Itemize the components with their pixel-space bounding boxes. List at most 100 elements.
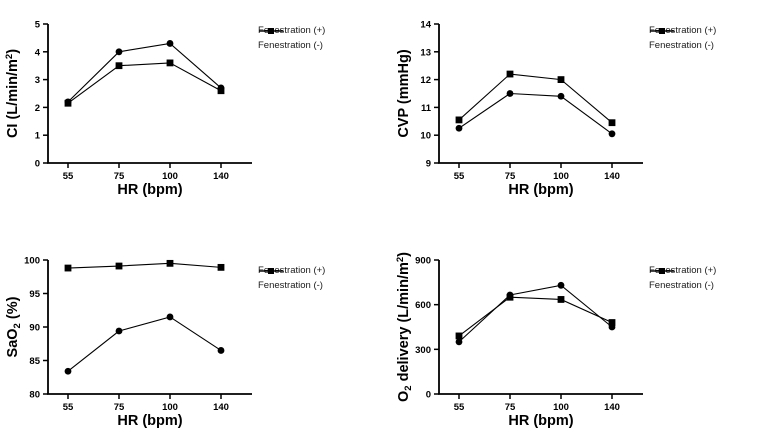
x-axis-label: HR (bpm) (508, 182, 573, 198)
x-tick-label: 100 (553, 171, 569, 182)
x-tick-label: 140 (604, 171, 620, 182)
legend-label: Fenestration (-) (649, 40, 714, 51)
data-point-square (455, 332, 463, 340)
chart-panel-cvp: 9 10 11 12 13 14 55 75 100 140 HR (bpm) CVP (mmHg) … (391, 0, 782, 221)
chart-panel-sao2: 80 85 90 95 100 55 75 100 140 HR (bpm) SaO2 (%) Fe… (0, 221, 391, 443)
square-marker-icon (650, 28, 674, 34)
ci-chart-legend: Fenestration (+) Fenestration (-) (258, 25, 325, 51)
x-tick-label: 100 (553, 402, 569, 413)
y-tick-label: 13 (420, 47, 431, 58)
x-tick-label: 75 (505, 402, 516, 413)
o2-delivery-chart: 0 300 600 900 55 75 100 140 HR (bpm) O2 delivery … (395, 252, 643, 429)
cvp-chart: 9 10 11 12 13 14 55 75 100 140 HR (bpm) CVP (mmHg) (396, 20, 643, 198)
y-tick-label: 9 (426, 159, 431, 170)
data-point-square (166, 59, 174, 67)
y-tick-label: 3 (35, 75, 40, 86)
x-tick-label: 140 (604, 402, 620, 413)
legend-item: Fenestration (-) (258, 268, 325, 291)
tick-marks (434, 23, 613, 168)
tick-marks (434, 259, 613, 399)
data-point-circle (506, 90, 514, 97)
cvp-chart-legend: Fenestration (+) Fenestration (-) (649, 25, 716, 51)
x-tick-label: 100 (162, 171, 178, 182)
x-tick-label: 75 (505, 171, 516, 182)
data-point-circle (455, 124, 463, 132)
x-axis-label: HR (bpm) (508, 413, 573, 429)
legend-item: Fenestration (-) (649, 268, 716, 291)
data-point-circle (166, 313, 174, 321)
legend-label: Fenestration (+) (649, 25, 717, 36)
data-point-square (506, 70, 514, 78)
y-tick-label: 85 (29, 356, 40, 367)
y-tick-label: 5 (35, 20, 41, 31)
y-tick-label: 1 (35, 131, 41, 142)
square-marker-icon (259, 28, 283, 34)
data-point-circle (115, 48, 123, 56)
legend-label: Fenestration (+) (649, 265, 717, 276)
data-point-square (506, 293, 514, 301)
data-point-circle (557, 281, 565, 289)
legend-item: Fenestration (-) (258, 28, 325, 51)
y-axis-label: SaO2 (%) (5, 296, 23, 357)
y-axis-label: CVP (mmHg) (396, 49, 412, 138)
data-point-square (557, 76, 565, 83)
y-tick-label: 10 (420, 131, 431, 142)
data-point-circle (217, 347, 225, 354)
o2-delivery-chart-legend: Fenestration (+) Fenestration (-) (649, 265, 716, 291)
y-tick-label: 900 (415, 256, 431, 267)
series-fenestration-minus (64, 59, 225, 107)
data-point-circle (64, 367, 72, 375)
axes (47, 260, 252, 395)
data-point-circle (557, 92, 565, 100)
series-fenestration-minus (455, 293, 616, 340)
y-tick-label: 2 (35, 103, 40, 114)
x-tick-label: 55 (63, 402, 74, 413)
data-point-circle (166, 40, 174, 47)
data-point-square (557, 296, 565, 303)
x-tick-label: 140 (213, 171, 229, 182)
axes (438, 260, 643, 395)
y-tick-label: 0 (35, 159, 40, 170)
series-fenestration-minus (455, 70, 616, 127)
x-axis-label: HR (bpm) (117, 182, 182, 198)
y-tick-label: 100 (24, 256, 40, 267)
series-fenestration-plus (64, 40, 225, 106)
data-point-square (64, 99, 72, 107)
x-axis-label: HR (bpm) (117, 413, 182, 429)
y-axis-label: CI (L/min/m2) (4, 49, 21, 138)
data-point-square (64, 264, 72, 272)
x-tick-label: 55 (454, 171, 465, 182)
x-tick-label: 55 (454, 402, 465, 413)
axes (47, 24, 252, 164)
x-tick-label: 75 (114, 171, 125, 182)
x-tick-label: 140 (213, 402, 229, 413)
y-tick-label: 11 (421, 103, 432, 114)
y-axis-label: O2 delivery (L/min/m2) (395, 252, 414, 402)
y-tick-label: 0 (426, 390, 431, 401)
y-tick-label: 14 (420, 20, 431, 31)
axes (438, 24, 643, 164)
series-fenestration-plus (455, 90, 616, 138)
y-tick-label: 12 (420, 75, 431, 86)
chart-panel-o2-delivery: 0 300 600 900 55 75 100 140 HR (bpm) O2 delivery … (391, 221, 782, 443)
data-point-square (217, 87, 225, 95)
square-marker-icon (259, 268, 283, 274)
legend-label: Fenestration (+) (258, 25, 326, 36)
y-tick-label: 90 (29, 323, 40, 334)
x-tick-label: 75 (114, 402, 125, 413)
sao2-chart: 80 85 90 95 100 55 75 100 140 HR (bpm) SaO2 (%) (5, 256, 252, 429)
x-tick-label: 100 (162, 402, 178, 413)
data-point-square (115, 262, 123, 270)
data-point-square (455, 116, 463, 124)
legend-label: Fenestration (-) (258, 280, 323, 291)
data-point-square (608, 119, 616, 127)
square-marker-icon (650, 268, 674, 274)
y-tick-label: 95 (29, 289, 40, 300)
tick-marks (43, 23, 222, 168)
legend-label: Fenestration (-) (258, 40, 323, 51)
y-tick-label: 4 (35, 47, 41, 58)
data-point-square (166, 259, 174, 267)
data-point-circle (115, 327, 123, 335)
